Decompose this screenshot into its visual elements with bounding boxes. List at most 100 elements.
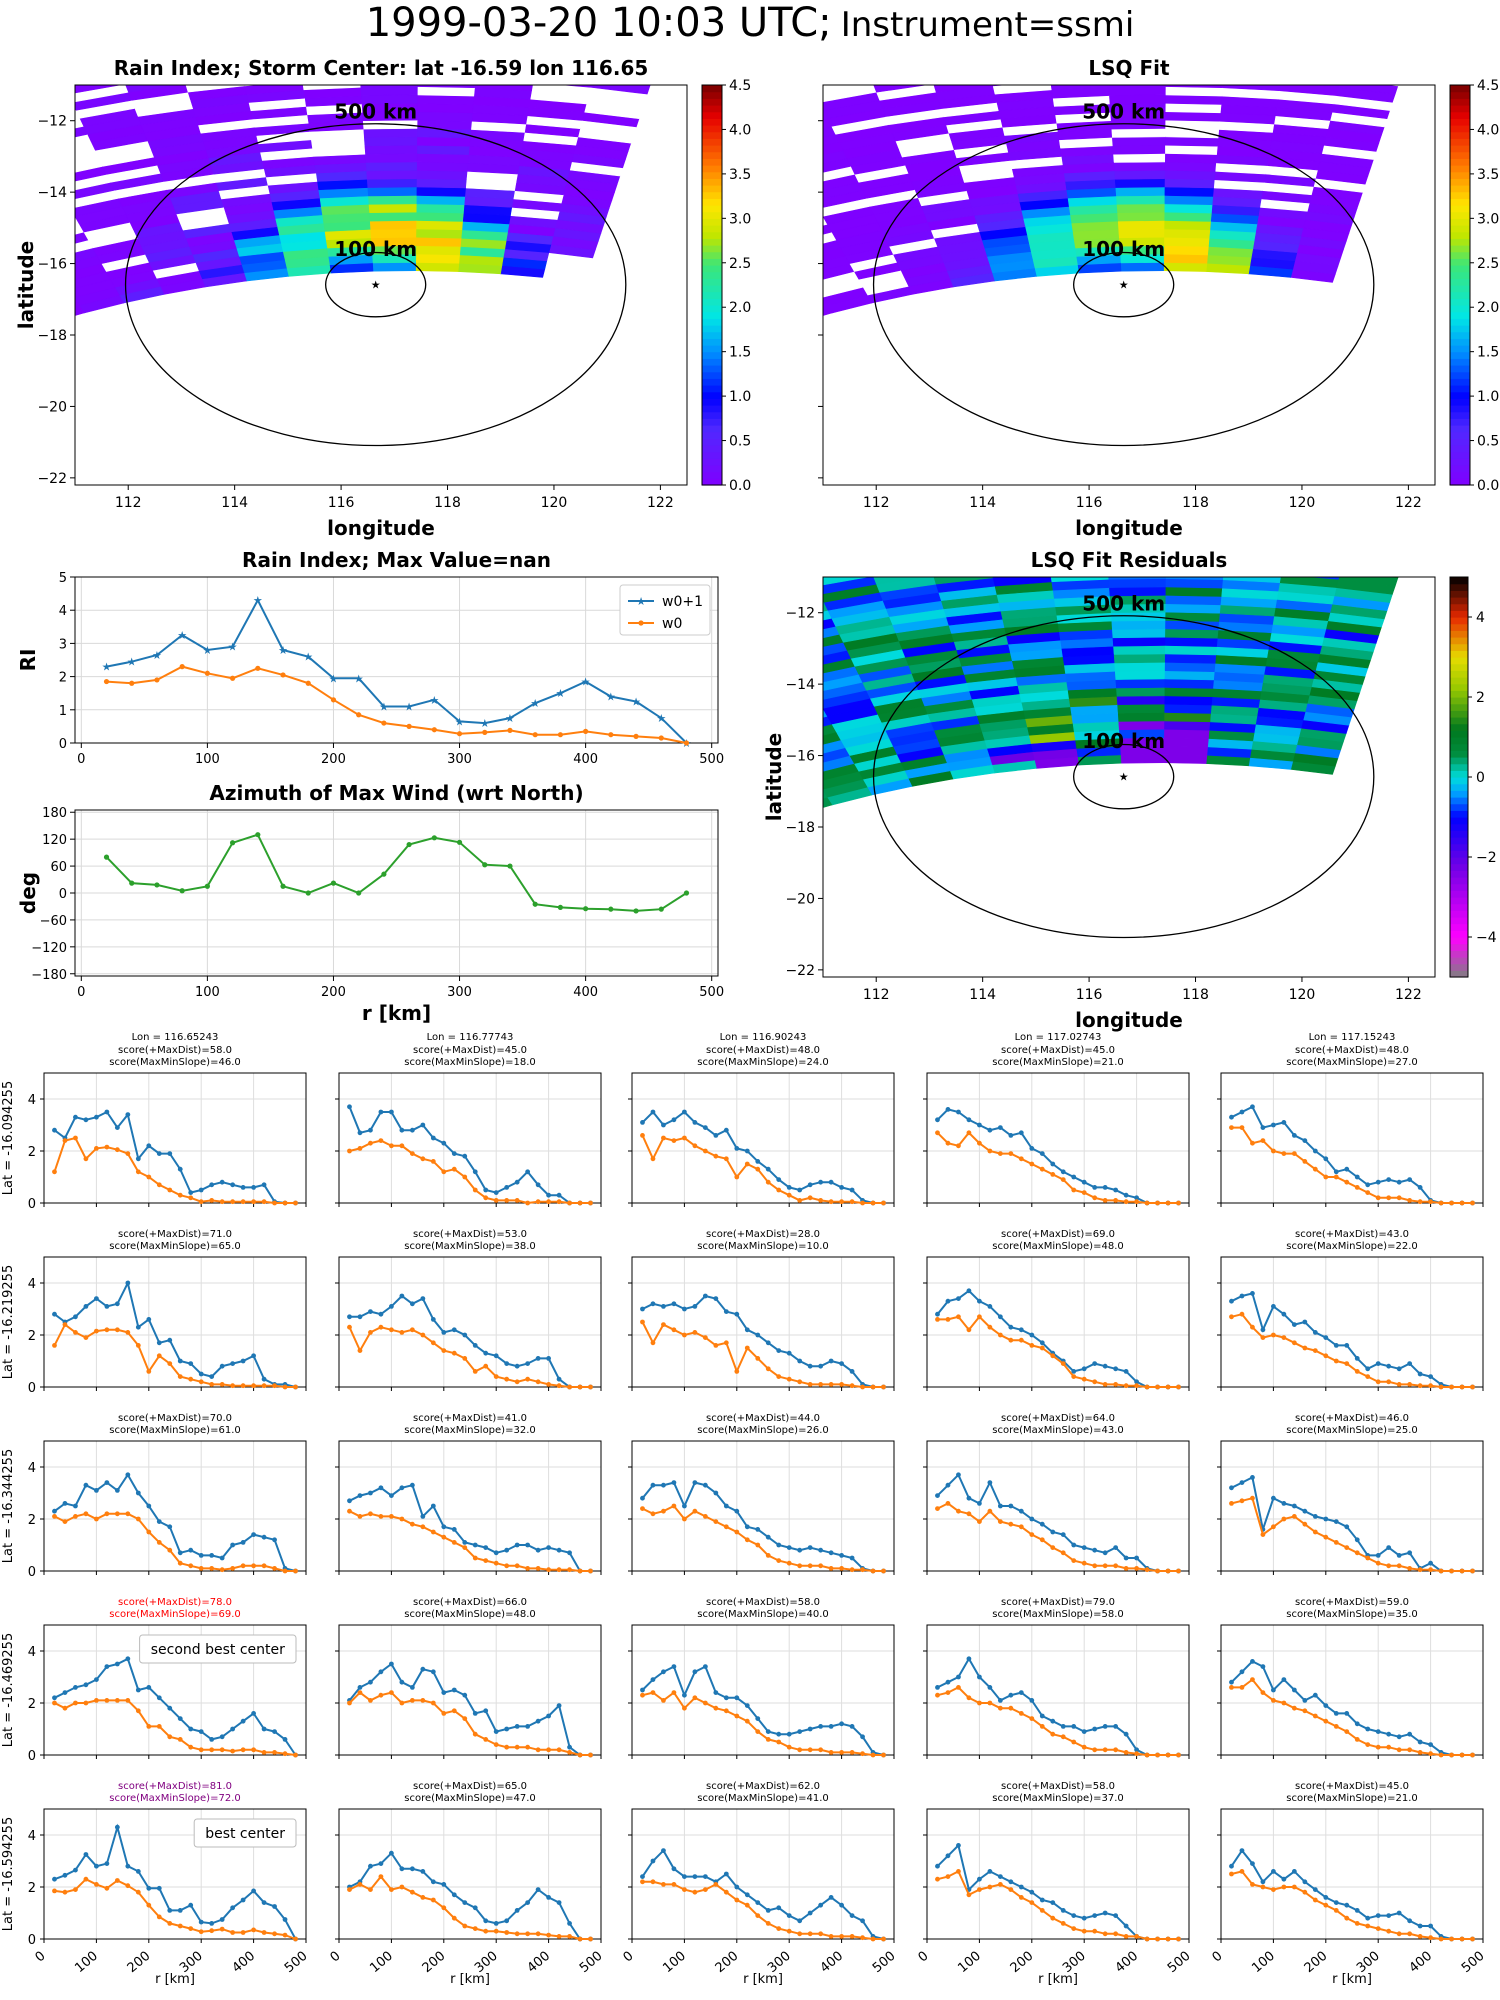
swath-cell	[1163, 720, 1211, 731]
data-point	[671, 1866, 677, 1872]
data-point	[567, 1750, 572, 1755]
series-line	[348, 1662, 591, 1756]
data-point	[744, 1345, 750, 1351]
data-point: ★	[177, 629, 187, 642]
swath-cell	[770, 282, 816, 302]
swath-cell	[327, 270, 378, 302]
data-point	[1407, 1731, 1413, 1737]
data-point	[1113, 1913, 1119, 1918]
swath-cell	[1227, 521, 1289, 533]
swath-cell	[402, 319, 449, 349]
score-maxdist: score(+MaxDist)=66.0	[413, 1597, 527, 1608]
data-point	[52, 1311, 57, 1317]
data-point	[956, 1109, 961, 1115]
data-point	[977, 1519, 982, 1524]
data-point	[462, 1716, 468, 1721]
data-point: ★	[152, 649, 162, 662]
swath-cell	[631, 300, 677, 323]
colorbar-tick-label: 2	[1476, 690, 1485, 706]
data-point	[483, 1350, 489, 1356]
colorbar-band	[702, 465, 722, 473]
data-point	[135, 1708, 141, 1714]
series-line	[106, 665, 687, 744]
swath-cell	[641, 850, 683, 873]
data-point	[399, 1143, 405, 1149]
swath-cell	[287, 296, 336, 329]
swath-cell	[557, 871, 599, 896]
swath-cell	[1164, 102, 1222, 114]
colorbar-band	[702, 331, 722, 339]
data-point	[462, 1174, 468, 1180]
data-point	[977, 1140, 982, 1146]
data-point	[1092, 1195, 1098, 1201]
swath-cell	[1226, 46, 1287, 58]
swath-cell	[740, 653, 795, 674]
data-point	[156, 1724, 162, 1729]
colorbar-tick-label: 0.5	[729, 434, 751, 450]
swath-cell	[928, 61, 989, 76]
swath-cell	[823, 755, 855, 772]
swath-cell	[327, 320, 374, 352]
swath-cell	[1387, 577, 1399, 579]
data-point	[1229, 1114, 1234, 1120]
data-point	[431, 835, 437, 841]
swath-cell	[505, 295, 553, 322]
data-point	[330, 697, 337, 703]
data-point	[430, 1879, 436, 1885]
data-point	[1102, 1185, 1108, 1190]
data-point	[94, 1114, 99, 1120]
data-point	[1333, 1900, 1339, 1905]
swath-cell	[755, 86, 816, 106]
data-point	[240, 1185, 246, 1190]
data-point	[177, 1166, 183, 1172]
data-point	[1050, 1172, 1056, 1177]
swath-cell	[1228, 513, 1291, 525]
score-maxminslope: score(MaxMinSlope)=69.0	[109, 1609, 240, 1620]
data-point	[409, 1327, 415, 1333]
data-point	[786, 1560, 792, 1566]
data-point	[357, 1493, 363, 1498]
swath-cell	[539, 858, 582, 884]
swath-cell	[1387, 85, 1399, 87]
data-point	[682, 1503, 687, 1509]
swath-cell	[823, 674, 863, 692]
score-maxdist: score(+MaxDist)=44.0	[706, 1413, 820, 1424]
colorbar-band	[702, 205, 722, 213]
data-point	[977, 1298, 982, 1304]
swath-cell	[1163, 695, 1213, 706]
data-point	[650, 1879, 656, 1885]
x-tick-label: 500	[699, 985, 724, 1000]
x-tick-label: 400	[230, 1949, 259, 1976]
data-point	[125, 1280, 131, 1286]
swath-cell	[52, 52, 115, 71]
x-tick-label: 200	[1302, 1949, 1331, 1976]
data-point	[1449, 1568, 1454, 1574]
swath-cell	[481, 13, 545, 25]
data-point	[462, 1923, 468, 1929]
swath-cell	[410, 650, 468, 680]
data-point	[828, 1199, 834, 1205]
colorbar-tick-label: 3.5	[729, 167, 751, 183]
swath-cell	[977, 15, 1041, 28]
data-point	[1176, 1936, 1181, 1942]
series-line	[349, 1510, 591, 1572]
swath-cell	[1288, 33, 1351, 47]
data-point	[945, 1853, 951, 1859]
data-point	[786, 1913, 792, 1918]
y-axis-label: latitude	[14, 241, 38, 329]
data-point	[73, 1514, 78, 1519]
data-point	[493, 1198, 499, 1203]
data-point	[1250, 1677, 1255, 1682]
data-point	[807, 1563, 813, 1569]
swath-cell	[1163, 703, 1212, 714]
colorbar-band	[1450, 803, 1468, 811]
x-tick-label: 400	[573, 985, 598, 1000]
colorbar-band	[1450, 703, 1468, 711]
data-point	[251, 1888, 256, 1894]
swath-cell	[235, 40, 297, 53]
swath-cell	[75, 85, 129, 103]
y-tick-label: 1	[59, 704, 67, 719]
swath-cell	[1164, 195, 1214, 206]
